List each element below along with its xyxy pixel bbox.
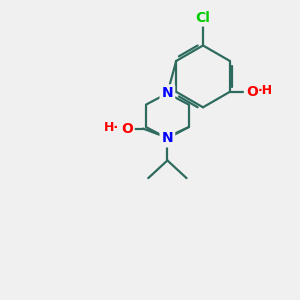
Text: O: O (121, 122, 133, 136)
Text: Cl: Cl (196, 11, 210, 25)
Text: O: O (246, 85, 258, 99)
Text: ·H: ·H (258, 84, 273, 97)
Text: H·: H· (104, 121, 119, 134)
Text: N: N (162, 131, 173, 146)
Text: N: N (162, 86, 173, 100)
